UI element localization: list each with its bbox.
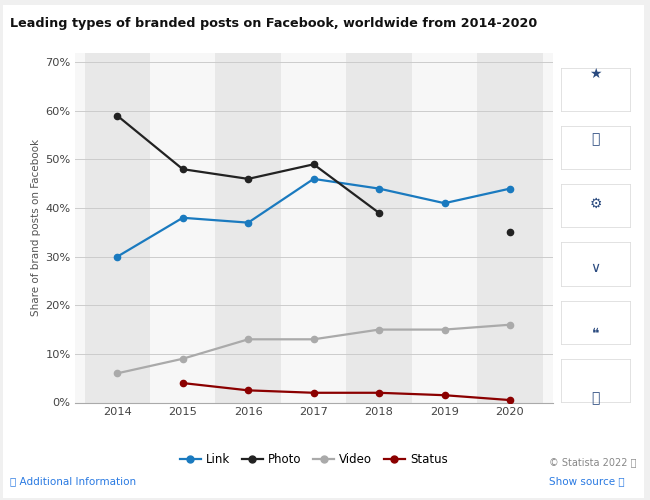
Text: 🖨: 🖨 xyxy=(592,392,600,406)
Text: ∨: ∨ xyxy=(590,262,601,276)
Legend: Link, Photo, Video, Status: Link, Photo, Video, Status xyxy=(175,448,452,471)
Bar xyxy=(477,52,543,403)
Text: Leading types of branded posts on Facebook, worldwide from 2014-2020: Leading types of branded posts on Facebo… xyxy=(10,18,537,30)
Text: © Statista 2022 🏴: © Statista 2022 🏴 xyxy=(549,458,637,468)
Bar xyxy=(150,52,215,403)
Text: ❝: ❝ xyxy=(592,326,599,340)
Bar xyxy=(84,52,150,403)
Text: ⓘ Additional Information: ⓘ Additional Information xyxy=(10,476,136,486)
Text: 🔔: 🔔 xyxy=(592,132,600,146)
Bar xyxy=(412,52,477,403)
Text: ⚙: ⚙ xyxy=(590,197,602,211)
Bar xyxy=(215,52,281,403)
Text: ★: ★ xyxy=(590,67,602,81)
Y-axis label: Share of brand posts on Facebook: Share of brand posts on Facebook xyxy=(31,139,41,316)
Text: Show source ⓘ: Show source ⓘ xyxy=(549,476,625,486)
Bar xyxy=(281,52,346,403)
Bar xyxy=(346,52,412,403)
